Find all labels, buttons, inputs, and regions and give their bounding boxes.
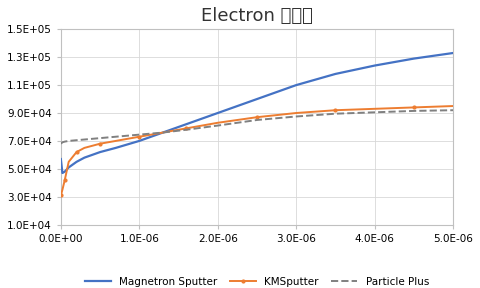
Particle Plus bbox=[73, 139, 79, 142]
Particle Plus bbox=[62, 140, 68, 143]
KMSputter bbox=[160, 131, 166, 134]
Line: Particle Plus: Particle Plus bbox=[61, 110, 453, 144]
Particle Plus bbox=[183, 128, 189, 132]
Magnetron Sputter bbox=[411, 57, 417, 60]
Magnetron Sputter bbox=[60, 171, 65, 175]
KMSputter bbox=[60, 188, 65, 192]
Particle Plus bbox=[372, 111, 378, 114]
KMSputter bbox=[136, 135, 142, 139]
Particle Plus bbox=[60, 141, 65, 144]
KMSputter bbox=[411, 106, 417, 109]
KMSputter bbox=[372, 107, 378, 111]
Magnetron Sputter bbox=[97, 150, 103, 154]
Particle Plus bbox=[113, 135, 119, 139]
KMSputter bbox=[450, 104, 456, 108]
KMSputter bbox=[183, 127, 189, 130]
Particle Plus bbox=[97, 137, 103, 140]
Magnetron Sputter bbox=[73, 160, 79, 164]
Magnetron Sputter bbox=[58, 157, 64, 161]
Particle Plus bbox=[411, 109, 417, 113]
Particle Plus bbox=[136, 133, 142, 136]
Particle Plus bbox=[450, 109, 456, 112]
KMSputter bbox=[62, 178, 68, 182]
Particle Plus bbox=[333, 112, 338, 115]
KMSputter bbox=[333, 109, 338, 112]
Magnetron Sputter bbox=[160, 131, 166, 134]
Particle Plus bbox=[82, 138, 87, 141]
Magnetron Sputter bbox=[82, 156, 87, 159]
Magnetron Sputter bbox=[136, 139, 142, 143]
Magnetron Sputter bbox=[254, 97, 260, 101]
Line: Magnetron Sputter: Magnetron Sputter bbox=[61, 53, 453, 173]
Particle Plus bbox=[66, 139, 72, 143]
KMSputter bbox=[293, 111, 299, 115]
Line: KMSputter: KMSputter bbox=[60, 105, 455, 197]
Magnetron Sputter bbox=[450, 51, 456, 55]
Magnetron Sputter bbox=[215, 111, 221, 115]
KMSputter bbox=[254, 115, 260, 119]
Title: Electron 입자수: Electron 입자수 bbox=[201, 7, 313, 25]
Magnetron Sputter bbox=[333, 72, 338, 76]
Particle Plus bbox=[293, 115, 299, 118]
KMSputter bbox=[58, 194, 64, 197]
Magnetron Sputter bbox=[62, 170, 68, 173]
Particle Plus bbox=[215, 124, 221, 127]
Particle Plus bbox=[58, 142, 64, 145]
KMSputter bbox=[66, 160, 72, 164]
Legend: Magnetron Sputter, KMSputter, Particle Plus: Magnetron Sputter, KMSputter, Particle P… bbox=[81, 273, 433, 288]
Magnetron Sputter bbox=[372, 64, 378, 67]
KMSputter bbox=[215, 121, 221, 124]
Magnetron Sputter bbox=[113, 146, 119, 150]
Particle Plus bbox=[160, 131, 166, 134]
KMSputter bbox=[82, 146, 87, 150]
Particle Plus bbox=[254, 118, 260, 122]
KMSputter bbox=[97, 142, 103, 145]
Magnetron Sputter bbox=[293, 83, 299, 87]
KMSputter bbox=[113, 139, 119, 143]
KMSputter bbox=[73, 150, 79, 154]
Magnetron Sputter bbox=[66, 166, 72, 169]
Magnetron Sputter bbox=[183, 122, 189, 126]
